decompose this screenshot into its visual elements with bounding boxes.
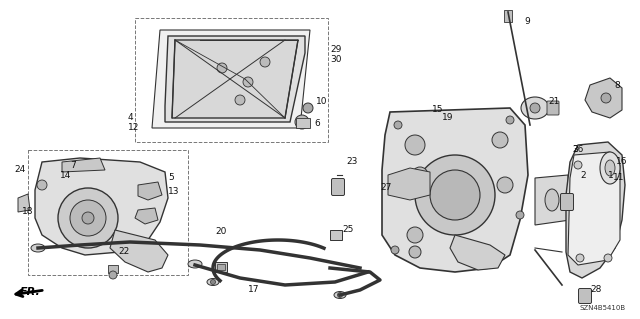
Circle shape	[82, 212, 94, 224]
Circle shape	[37, 180, 47, 190]
Circle shape	[412, 167, 428, 183]
Polygon shape	[138, 182, 162, 200]
Text: 11: 11	[613, 174, 625, 182]
Circle shape	[516, 211, 524, 219]
Bar	[296, 118, 310, 128]
Text: 15: 15	[432, 106, 444, 115]
Circle shape	[217, 63, 227, 73]
Text: 7: 7	[70, 160, 76, 169]
Circle shape	[574, 161, 582, 169]
Circle shape	[391, 246, 399, 254]
Text: 13: 13	[168, 188, 179, 197]
Text: 20: 20	[215, 227, 227, 236]
Circle shape	[601, 93, 611, 103]
Polygon shape	[568, 152, 620, 265]
Text: 2: 2	[580, 170, 586, 180]
Polygon shape	[535, 175, 570, 225]
Text: FR.: FR.	[20, 287, 41, 297]
Text: 12: 12	[128, 123, 140, 132]
Text: 24: 24	[14, 166, 25, 174]
Polygon shape	[110, 230, 168, 272]
Circle shape	[295, 115, 309, 129]
Circle shape	[337, 293, 342, 298]
Text: 4: 4	[128, 114, 134, 122]
Circle shape	[415, 155, 495, 235]
Circle shape	[530, 103, 540, 113]
Text: 9: 9	[524, 18, 530, 26]
Text: 26: 26	[572, 145, 584, 154]
Bar	[217, 264, 225, 270]
Circle shape	[70, 200, 106, 236]
Ellipse shape	[334, 292, 346, 299]
Polygon shape	[172, 40, 298, 118]
Polygon shape	[165, 36, 305, 122]
Text: 16: 16	[616, 158, 627, 167]
Text: 14: 14	[60, 170, 72, 180]
Text: 27: 27	[380, 183, 392, 192]
Text: 22: 22	[118, 248, 129, 256]
Circle shape	[211, 279, 216, 285]
Bar	[28, 150, 188, 275]
Ellipse shape	[207, 278, 219, 286]
Text: 10: 10	[316, 98, 328, 107]
Circle shape	[497, 177, 513, 193]
Circle shape	[407, 227, 423, 243]
Polygon shape	[152, 30, 310, 128]
Circle shape	[260, 57, 270, 67]
Ellipse shape	[600, 152, 620, 184]
Text: 21: 21	[548, 98, 559, 107]
Circle shape	[430, 170, 480, 220]
Bar	[504, 10, 512, 22]
Circle shape	[303, 103, 313, 113]
Text: 29: 29	[330, 46, 341, 55]
Text: 1: 1	[608, 170, 614, 180]
Circle shape	[506, 116, 514, 124]
Circle shape	[606, 161, 614, 169]
Circle shape	[492, 132, 508, 148]
Circle shape	[243, 77, 253, 87]
Circle shape	[576, 254, 584, 262]
Polygon shape	[18, 194, 30, 212]
Bar	[108, 265, 118, 273]
Circle shape	[405, 135, 425, 155]
Ellipse shape	[521, 97, 549, 119]
Text: 25: 25	[342, 226, 353, 234]
Bar	[330, 230, 342, 240]
Polygon shape	[62, 158, 105, 172]
Text: 23: 23	[346, 158, 357, 167]
Bar	[135, 18, 328, 142]
Polygon shape	[388, 168, 430, 200]
Circle shape	[235, 95, 245, 105]
Polygon shape	[135, 208, 158, 224]
Text: 28: 28	[590, 286, 602, 294]
Circle shape	[409, 246, 421, 258]
Ellipse shape	[31, 244, 45, 252]
Text: 6: 6	[314, 120, 320, 129]
Polygon shape	[585, 78, 622, 118]
Text: 30: 30	[330, 56, 342, 64]
Text: 5: 5	[168, 174, 173, 182]
Text: 19: 19	[442, 114, 454, 122]
FancyBboxPatch shape	[579, 288, 591, 303]
Text: 8: 8	[614, 80, 620, 90]
Text: 17: 17	[248, 286, 259, 294]
Circle shape	[109, 271, 117, 279]
Text: 3: 3	[572, 145, 578, 154]
Bar	[215, 262, 227, 272]
Ellipse shape	[188, 260, 202, 268]
FancyBboxPatch shape	[547, 101, 559, 115]
Polygon shape	[566, 142, 625, 278]
Circle shape	[394, 121, 402, 129]
Polygon shape	[450, 235, 505, 270]
Ellipse shape	[545, 189, 559, 211]
Polygon shape	[35, 158, 168, 255]
Ellipse shape	[605, 160, 615, 176]
Circle shape	[58, 188, 118, 248]
Circle shape	[604, 254, 612, 262]
Text: 18: 18	[22, 207, 33, 217]
Polygon shape	[382, 108, 528, 272]
FancyBboxPatch shape	[332, 179, 344, 196]
Text: SZN4B5410B: SZN4B5410B	[580, 305, 626, 311]
FancyBboxPatch shape	[561, 194, 573, 211]
